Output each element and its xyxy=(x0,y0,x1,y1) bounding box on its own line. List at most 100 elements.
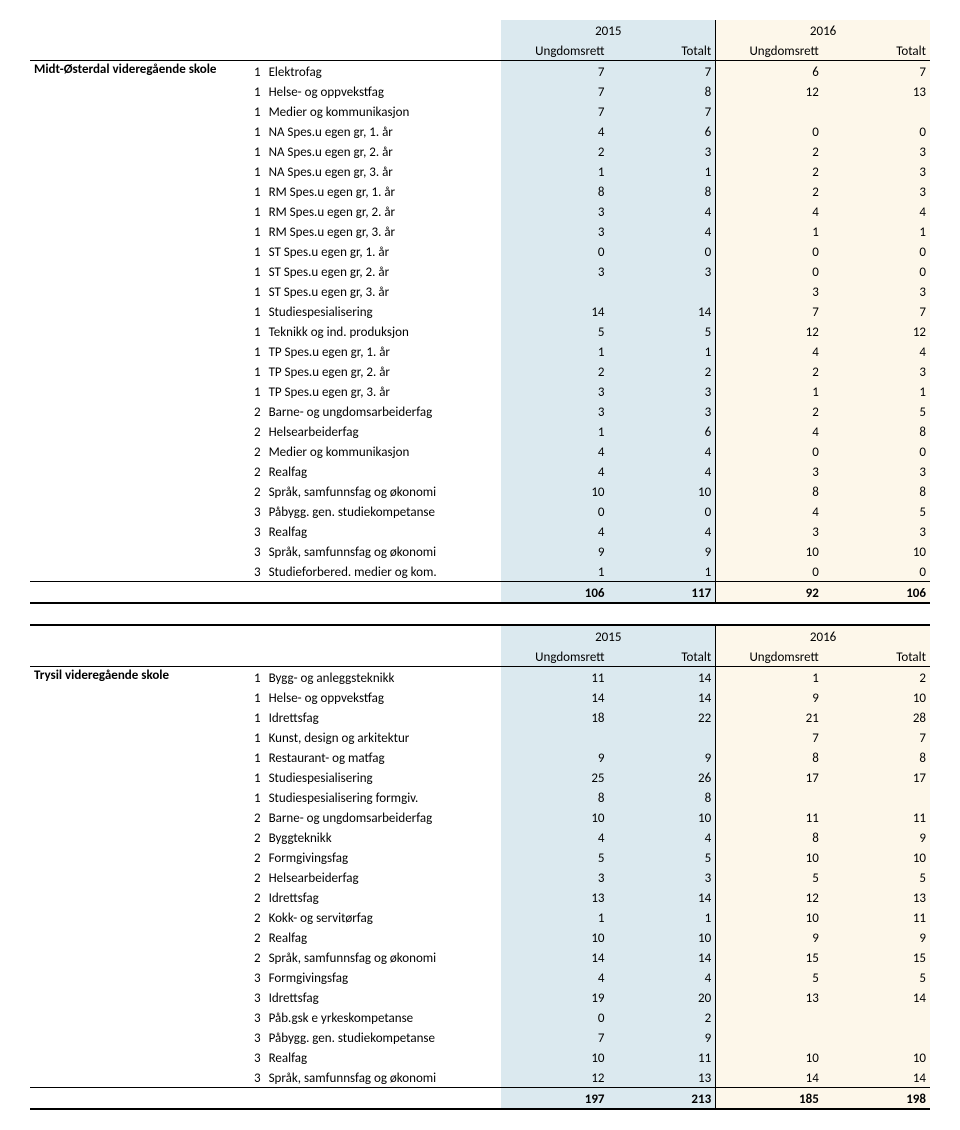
course-cell: Helse- og oppvekstfag xyxy=(265,81,502,101)
header-sub-row: UngdomsrettTotaltUngdomsrettTotalt xyxy=(30,646,930,667)
value-u16: 3 xyxy=(716,521,823,541)
value-t16: 10 xyxy=(823,1047,930,1067)
course-cell: NA Spes.u egen gr, 1. år xyxy=(265,121,502,141)
course-cell: Helsearbeiderfag xyxy=(265,867,502,887)
level-cell: 1 xyxy=(244,341,264,361)
value-t15 xyxy=(609,727,716,747)
level-cell: 1 xyxy=(244,61,264,82)
value-t15: 9 xyxy=(609,747,716,767)
value-u16: 8 xyxy=(716,481,823,501)
value-u16: 4 xyxy=(716,501,823,521)
level-cell: 3 xyxy=(244,967,264,987)
value-t16: 0 xyxy=(823,261,930,281)
value-t15: 14 xyxy=(609,667,716,688)
value-u16: 4 xyxy=(716,341,823,361)
course-cell: Elektrofag xyxy=(265,61,502,82)
value-t16: 11 xyxy=(823,807,930,827)
value-t15: 14 xyxy=(609,887,716,907)
value-u15: 10 xyxy=(501,927,608,947)
level-cell: 1 xyxy=(244,667,264,688)
value-t16: 3 xyxy=(823,181,930,201)
level-cell: 1 xyxy=(244,121,264,141)
value-t16: 0 xyxy=(823,561,930,582)
course-cell: Realfag xyxy=(265,521,502,541)
value-u16: 2 xyxy=(716,181,823,201)
table-row: Trysil videregående skole1Bygg- og anleg… xyxy=(30,667,930,688)
level-cell: 3 xyxy=(244,561,264,582)
value-t16: 2 xyxy=(823,667,930,688)
value-t16: 1 xyxy=(823,221,930,241)
value-t15: 9 xyxy=(609,541,716,561)
value-u16: 17 xyxy=(716,767,823,787)
value-u15: 4 xyxy=(501,521,608,541)
course-cell: Realfag xyxy=(265,461,502,481)
course-cell: Påb.gsk e yrkeskompetanse xyxy=(265,1007,502,1027)
course-cell: TP Spes.u egen gr, 1. år xyxy=(265,341,502,361)
course-cell: TP Spes.u egen gr, 2. år xyxy=(265,361,502,381)
course-cell: Realfag xyxy=(265,927,502,947)
course-cell: Realfag xyxy=(265,1047,502,1067)
value-u15: 3 xyxy=(501,381,608,401)
value-u15: 1 xyxy=(501,907,608,927)
level-cell: 2 xyxy=(244,827,264,847)
value-t15: 10 xyxy=(609,807,716,827)
total-u15: 106 xyxy=(501,582,608,604)
value-u16 xyxy=(716,787,823,807)
course-cell: Språk, samfunnsfag og økonomi xyxy=(265,481,502,501)
level-cell: 3 xyxy=(244,1067,264,1088)
value-u16: 0 xyxy=(716,241,823,261)
value-t16: 0 xyxy=(823,121,930,141)
value-u15: 0 xyxy=(501,1007,608,1027)
value-u16: 7 xyxy=(716,301,823,321)
value-u15: 2 xyxy=(501,361,608,381)
value-t15: 4 xyxy=(609,967,716,987)
value-u15 xyxy=(501,281,608,301)
header-sub-row: UngdomsrettTotaltUngdomsrettTotalt xyxy=(30,40,930,61)
value-u15: 9 xyxy=(501,747,608,767)
level-cell: 2 xyxy=(244,927,264,947)
course-cell: RM Spes.u egen gr, 2. år xyxy=(265,201,502,221)
value-t16: 7 xyxy=(823,727,930,747)
value-t16: 13 xyxy=(823,887,930,907)
value-t16: 11 xyxy=(823,907,930,927)
course-cell: Språk, samfunnsfag og økonomi xyxy=(265,947,502,967)
level-cell: 1 xyxy=(244,141,264,161)
value-t16: 4 xyxy=(823,341,930,361)
value-t15: 4 xyxy=(609,221,716,241)
course-cell: ST Spes.u egen gr, 1. år xyxy=(265,241,502,261)
value-u15: 2 xyxy=(501,141,608,161)
value-t15 xyxy=(609,281,716,301)
value-t15: 22 xyxy=(609,707,716,727)
course-cell: Helsearbeiderfag xyxy=(265,421,502,441)
course-cell: Restaurant- og matfag xyxy=(265,747,502,767)
value-t15: 6 xyxy=(609,421,716,441)
value-u15: 14 xyxy=(501,687,608,707)
value-t15: 11 xyxy=(609,1047,716,1067)
value-t16: 3 xyxy=(823,361,930,381)
value-u15: 0 xyxy=(501,241,608,261)
value-t15: 3 xyxy=(609,401,716,421)
year-2015: 2015 xyxy=(501,625,715,646)
value-t16: 3 xyxy=(823,521,930,541)
value-u16 xyxy=(716,1007,823,1027)
value-t16: 10 xyxy=(823,687,930,707)
school-name: Trysil videregående skole xyxy=(30,667,244,1088)
value-u15: 7 xyxy=(501,81,608,101)
value-u16: 4 xyxy=(716,201,823,221)
value-t15: 2 xyxy=(609,1007,716,1027)
value-t15: 4 xyxy=(609,441,716,461)
school-name: Midt-Østerdal videregående skole xyxy=(30,61,244,582)
value-u15: 5 xyxy=(501,847,608,867)
value-u16: 8 xyxy=(716,827,823,847)
value-u15: 4 xyxy=(501,827,608,847)
level-cell: 1 xyxy=(244,181,264,201)
value-u16: 21 xyxy=(716,707,823,727)
total-t15: 213 xyxy=(609,1088,716,1110)
col-ungdomsrett-2015: Ungdomsrett xyxy=(501,40,608,61)
level-cell: 2 xyxy=(244,907,264,927)
level-cell: 1 xyxy=(244,707,264,727)
value-u16: 12 xyxy=(716,321,823,341)
course-cell: Byggteknikk xyxy=(265,827,502,847)
value-t15: 26 xyxy=(609,767,716,787)
value-t16: 5 xyxy=(823,967,930,987)
